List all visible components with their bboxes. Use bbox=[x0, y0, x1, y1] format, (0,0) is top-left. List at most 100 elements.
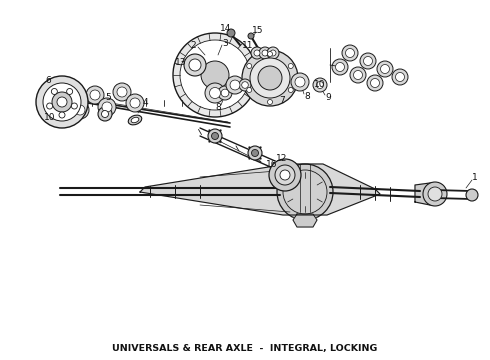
Circle shape bbox=[218, 86, 232, 100]
Polygon shape bbox=[293, 214, 317, 227]
Circle shape bbox=[332, 59, 348, 75]
Circle shape bbox=[184, 54, 206, 76]
Circle shape bbox=[360, 53, 376, 69]
Circle shape bbox=[268, 51, 272, 57]
Circle shape bbox=[75, 105, 85, 115]
Circle shape bbox=[221, 89, 229, 97]
Circle shape bbox=[90, 90, 100, 100]
Circle shape bbox=[317, 81, 323, 89]
Circle shape bbox=[466, 189, 478, 201]
Circle shape bbox=[130, 98, 140, 108]
Circle shape bbox=[227, 29, 235, 37]
Circle shape bbox=[259, 47, 271, 59]
Circle shape bbox=[242, 50, 298, 106]
Text: 12: 12 bbox=[276, 153, 288, 162]
Circle shape bbox=[367, 75, 383, 91]
Circle shape bbox=[208, 129, 222, 143]
Circle shape bbox=[283, 170, 327, 214]
Text: 5: 5 bbox=[105, 93, 111, 102]
Circle shape bbox=[353, 71, 363, 80]
Circle shape bbox=[98, 107, 112, 121]
Circle shape bbox=[180, 40, 250, 110]
Circle shape bbox=[288, 87, 294, 93]
Circle shape bbox=[248, 146, 262, 160]
Circle shape bbox=[43, 83, 81, 121]
Circle shape bbox=[57, 97, 67, 107]
Text: 8: 8 bbox=[304, 91, 310, 100]
Circle shape bbox=[251, 149, 259, 157]
Circle shape bbox=[250, 58, 290, 98]
Circle shape bbox=[117, 87, 127, 97]
Circle shape bbox=[251, 47, 263, 59]
Circle shape bbox=[269, 159, 301, 191]
Circle shape bbox=[189, 59, 201, 71]
Circle shape bbox=[65, 95, 75, 105]
Circle shape bbox=[268, 99, 272, 104]
Circle shape bbox=[295, 77, 305, 87]
Circle shape bbox=[201, 61, 229, 89]
Circle shape bbox=[370, 78, 379, 87]
Circle shape bbox=[36, 76, 88, 128]
Circle shape bbox=[126, 94, 144, 112]
Circle shape bbox=[313, 78, 327, 92]
Circle shape bbox=[226, 76, 244, 94]
Text: 14: 14 bbox=[220, 23, 232, 32]
Circle shape bbox=[392, 69, 408, 85]
Text: 1: 1 bbox=[472, 172, 478, 181]
Circle shape bbox=[270, 50, 276, 56]
Polygon shape bbox=[140, 164, 380, 215]
Text: 15: 15 bbox=[252, 26, 264, 35]
Circle shape bbox=[52, 92, 72, 112]
Circle shape bbox=[72, 103, 77, 109]
Circle shape bbox=[113, 83, 131, 101]
Text: 10: 10 bbox=[44, 112, 56, 122]
Circle shape bbox=[61, 91, 79, 109]
Circle shape bbox=[67, 89, 73, 94]
Circle shape bbox=[230, 80, 240, 90]
Circle shape bbox=[254, 50, 260, 56]
Circle shape bbox=[395, 72, 405, 81]
Text: 2: 2 bbox=[190, 41, 196, 50]
Text: 13: 13 bbox=[175, 58, 187, 67]
Circle shape bbox=[98, 98, 116, 116]
Circle shape bbox=[239, 79, 251, 91]
Circle shape bbox=[86, 86, 104, 104]
Text: 11: 11 bbox=[242, 41, 254, 50]
Text: 9: 9 bbox=[325, 93, 331, 102]
Circle shape bbox=[51, 89, 57, 94]
Text: 10: 10 bbox=[314, 80, 326, 89]
Ellipse shape bbox=[131, 117, 139, 123]
Circle shape bbox=[345, 49, 354, 58]
Ellipse shape bbox=[128, 115, 142, 125]
Circle shape bbox=[101, 111, 108, 117]
Circle shape bbox=[210, 87, 220, 99]
Circle shape bbox=[288, 63, 294, 68]
Circle shape bbox=[262, 50, 268, 56]
Circle shape bbox=[277, 164, 333, 220]
Circle shape bbox=[275, 165, 295, 185]
Text: 16: 16 bbox=[266, 159, 278, 168]
Circle shape bbox=[102, 102, 112, 112]
Text: UNIVERSALS & REAR AXLE  -  INTEGRAL, LOCKING: UNIVERSALS & REAR AXLE - INTEGRAL, LOCKI… bbox=[112, 343, 378, 352]
Circle shape bbox=[350, 67, 366, 83]
Circle shape bbox=[364, 57, 372, 66]
Circle shape bbox=[377, 61, 393, 77]
Text: 7: 7 bbox=[279, 95, 285, 104]
Circle shape bbox=[247, 87, 252, 93]
Text: 8: 8 bbox=[215, 103, 221, 112]
Circle shape bbox=[248, 33, 254, 39]
Circle shape bbox=[423, 182, 447, 206]
Text: 3: 3 bbox=[222, 39, 228, 48]
Circle shape bbox=[258, 66, 282, 90]
Circle shape bbox=[342, 45, 358, 61]
Circle shape bbox=[47, 103, 52, 109]
Circle shape bbox=[59, 112, 65, 118]
Text: 6: 6 bbox=[45, 76, 51, 85]
Circle shape bbox=[291, 73, 309, 91]
Circle shape bbox=[242, 82, 248, 88]
Circle shape bbox=[173, 33, 257, 117]
Circle shape bbox=[71, 101, 89, 119]
Circle shape bbox=[336, 63, 344, 72]
Circle shape bbox=[247, 63, 252, 68]
Polygon shape bbox=[415, 183, 435, 205]
